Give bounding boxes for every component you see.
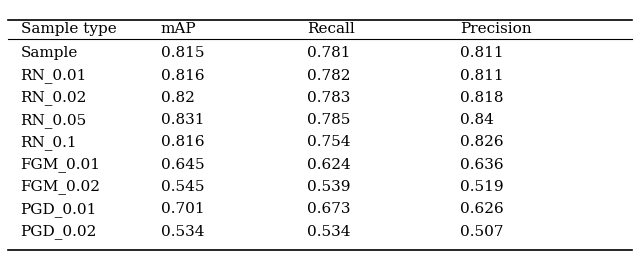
Text: 0.811: 0.811: [460, 69, 504, 83]
Text: FGM_0.02: FGM_0.02: [20, 179, 100, 194]
Text: Precision: Precision: [460, 21, 532, 36]
Text: 0.785: 0.785: [307, 113, 351, 127]
Text: 0.636: 0.636: [460, 158, 504, 172]
Text: 0.507: 0.507: [460, 225, 504, 239]
Text: 0.519: 0.519: [460, 180, 504, 194]
Text: 0.781: 0.781: [307, 46, 351, 60]
Text: RN_0.01: RN_0.01: [20, 68, 87, 83]
Text: Recall: Recall: [307, 21, 355, 36]
Text: FGM_0.01: FGM_0.01: [20, 157, 100, 172]
Text: Sample type: Sample type: [20, 21, 116, 36]
Text: 0.818: 0.818: [460, 91, 504, 105]
Text: 0.626: 0.626: [460, 202, 504, 216]
Text: 0.545: 0.545: [161, 180, 204, 194]
Text: 0.815: 0.815: [161, 46, 204, 60]
Text: 0.534: 0.534: [161, 225, 204, 239]
Text: 0.783: 0.783: [307, 91, 351, 105]
Text: 0.816: 0.816: [161, 69, 204, 83]
Text: Sample: Sample: [20, 46, 78, 60]
Text: PGD_0.01: PGD_0.01: [20, 202, 97, 217]
Text: 0.82: 0.82: [161, 91, 195, 105]
Text: 0.673: 0.673: [307, 202, 351, 216]
Text: 0.534: 0.534: [307, 225, 351, 239]
Text: 0.645: 0.645: [161, 158, 204, 172]
Text: 0.624: 0.624: [307, 158, 351, 172]
Text: RN_0.1: RN_0.1: [20, 135, 77, 150]
Text: RN_0.05: RN_0.05: [20, 113, 87, 128]
Text: 0.754: 0.754: [307, 135, 351, 149]
Text: 0.816: 0.816: [161, 135, 204, 149]
Text: 0.701: 0.701: [161, 202, 204, 216]
Text: PGD_0.02: PGD_0.02: [20, 224, 97, 239]
Text: 0.826: 0.826: [460, 135, 504, 149]
Text: 0.782: 0.782: [307, 69, 351, 83]
Text: 0.539: 0.539: [307, 180, 351, 194]
Text: RN_0.02: RN_0.02: [20, 90, 87, 105]
Text: 0.811: 0.811: [460, 46, 504, 60]
Text: mAP: mAP: [161, 21, 196, 36]
Text: 0.84: 0.84: [460, 113, 494, 127]
Text: 0.831: 0.831: [161, 113, 204, 127]
